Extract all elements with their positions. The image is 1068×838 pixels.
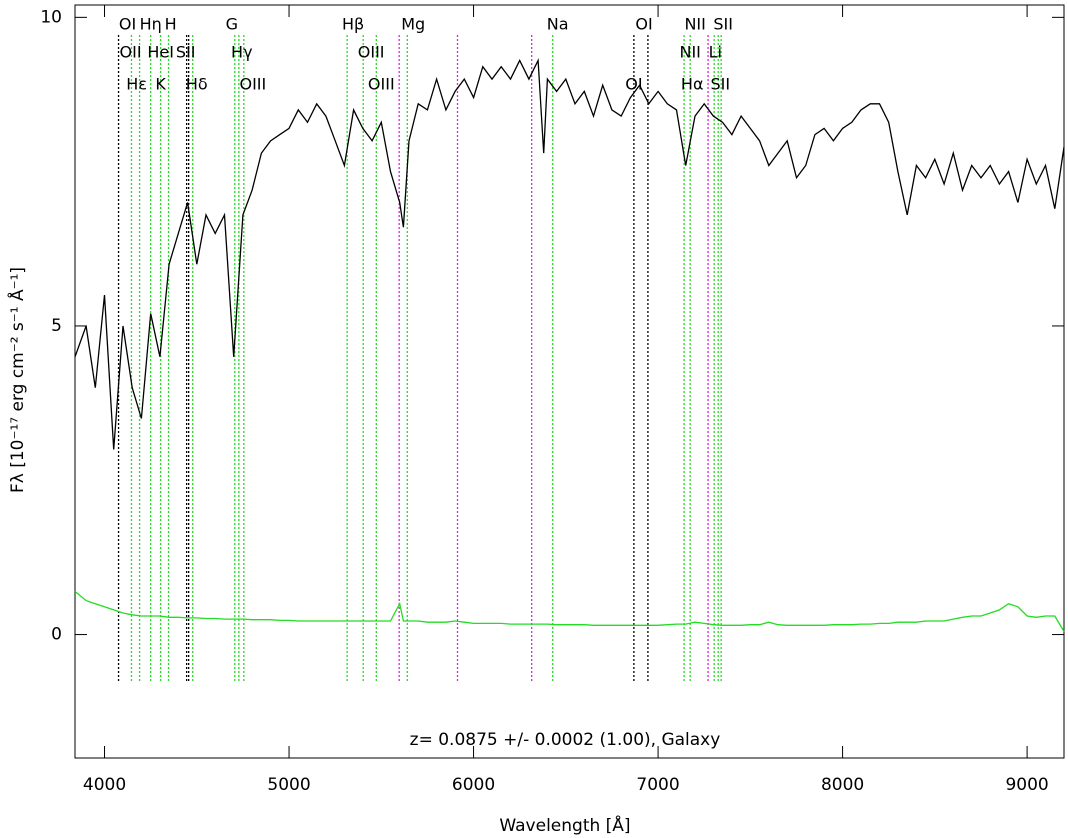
spectral-line-label: SII <box>713 15 733 34</box>
redshift-annotation: z= 0.0875 +/- 0.0002 (1.00), Galaxy <box>410 730 721 750</box>
spectral-line-label: Hη <box>140 15 162 34</box>
spectral-line-label: H <box>165 15 177 34</box>
spectral-line-label: Hγ <box>231 43 253 62</box>
x-axis-label: Wavelength [Å] <box>499 814 630 836</box>
spectral-line-label: K <box>155 75 166 94</box>
y-tick-label: 10 <box>40 7 62 27</box>
spectral-line-label: OIII <box>239 75 266 94</box>
plot-frame <box>74 4 1065 759</box>
x-tick-label: 6000 <box>452 775 495 795</box>
x-tick-label: 8000 <box>821 775 864 795</box>
spectral-line-label: OIII <box>368 75 395 94</box>
x-tick-label: 4000 <box>83 775 126 795</box>
spectral-line-label: OIII <box>358 43 385 62</box>
x-tick-label: 7000 <box>636 775 679 795</box>
spectral-line-label: Hε <box>126 75 147 94</box>
spectral-line-label: OI <box>119 15 136 34</box>
spectral-line-label: Mg <box>401 15 425 34</box>
spectral-line-label: Hβ <box>342 15 364 34</box>
spectral-line-label: Hδ <box>186 75 208 94</box>
spectral-line-label: NII <box>684 15 705 34</box>
spectrum-line <box>74 590 1065 632</box>
spectral-line-label: OI <box>625 75 642 94</box>
y-tick-label: 5 <box>51 316 62 336</box>
spectral-line-label: Na <box>547 15 569 34</box>
spectral-line-label: G <box>226 15 238 34</box>
spectrum-line <box>74 58 1065 450</box>
spectral-line-label: SII <box>710 75 730 94</box>
x-tick-label: 5000 <box>267 775 310 795</box>
spectral-line-label: Li <box>709 43 722 62</box>
spectral-line-label: Hα <box>681 75 704 94</box>
y-tick-label: 0 <box>51 625 62 645</box>
spectral-line-label: OI <box>635 15 652 34</box>
spectral-line-label: HeI <box>147 43 174 62</box>
spectral-line-label: OII <box>120 43 142 62</box>
spectral-line-label: SII <box>176 43 196 62</box>
y-axis-label: Fλ [10⁻¹⁷ erg cm⁻² s⁻¹ Å⁻¹] <box>6 267 28 493</box>
x-tick-label: 9000 <box>1005 775 1048 795</box>
spectral-line-label: NII <box>679 43 700 62</box>
